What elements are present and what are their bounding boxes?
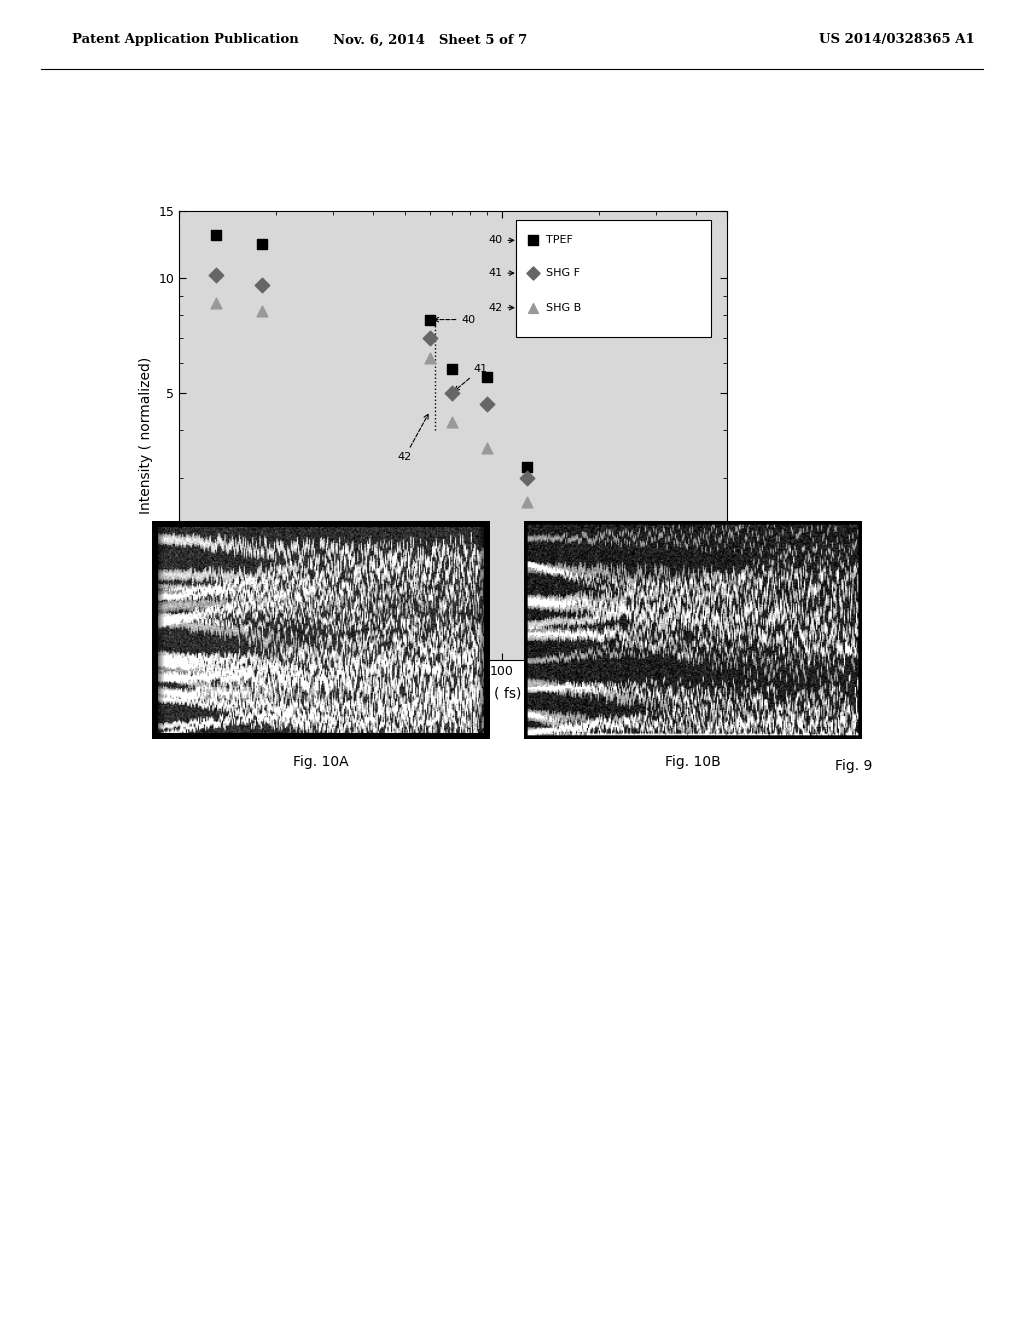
Point xyxy=(652,587,669,609)
Bar xyxy=(516,220,711,337)
Text: US 2014/0328365 A1: US 2014/0328365 A1 xyxy=(819,33,975,46)
Point xyxy=(691,642,708,663)
Point xyxy=(443,383,460,404)
Point xyxy=(208,224,224,246)
Point xyxy=(691,657,708,678)
Point xyxy=(519,491,536,512)
Point xyxy=(591,552,607,573)
Point xyxy=(691,649,708,671)
Text: 42: 42 xyxy=(397,414,428,462)
X-axis label: Pulse Duration  ( fs): Pulse Duration ( fs) xyxy=(384,686,522,700)
Point xyxy=(422,327,438,348)
Text: Slope=-0.85: Slope=-0.85 xyxy=(289,554,376,569)
Text: 40: 40 xyxy=(488,235,514,246)
Point xyxy=(519,467,536,488)
Point xyxy=(443,358,460,379)
Text: 42: 42 xyxy=(488,302,514,313)
Text: 41: 41 xyxy=(488,268,514,279)
Text: Fig. 10B: Fig. 10B xyxy=(666,755,721,770)
Text: 40: 40 xyxy=(434,314,475,325)
Point xyxy=(478,367,495,388)
Point xyxy=(422,347,438,368)
Point xyxy=(652,599,669,620)
Point xyxy=(208,264,224,285)
Point xyxy=(253,275,269,296)
Point xyxy=(443,412,460,433)
Text: Patent Application Publication: Patent Application Publication xyxy=(72,33,298,46)
Point xyxy=(591,535,607,556)
Point xyxy=(253,301,269,322)
Text: 41: 41 xyxy=(455,364,488,391)
Point xyxy=(253,234,269,255)
Text: SHG F: SHG F xyxy=(546,268,581,279)
Text: TPEF: TPEF xyxy=(546,235,573,246)
Point xyxy=(519,457,536,478)
Point xyxy=(478,437,495,458)
Y-axis label: Intensity ( normalized): Intensity ( normalized) xyxy=(139,356,153,515)
Point xyxy=(478,393,495,414)
Text: SHG B: SHG B xyxy=(546,302,582,313)
Point xyxy=(422,309,438,330)
Point xyxy=(208,293,224,314)
Point xyxy=(652,577,669,598)
Text: Fig. 10A: Fig. 10A xyxy=(293,755,348,770)
Text: Fig. 9: Fig. 9 xyxy=(835,759,871,774)
Text: Nov. 6, 2014   Sheet 5 of 7: Nov. 6, 2014 Sheet 5 of 7 xyxy=(333,33,527,46)
Point xyxy=(591,572,607,593)
